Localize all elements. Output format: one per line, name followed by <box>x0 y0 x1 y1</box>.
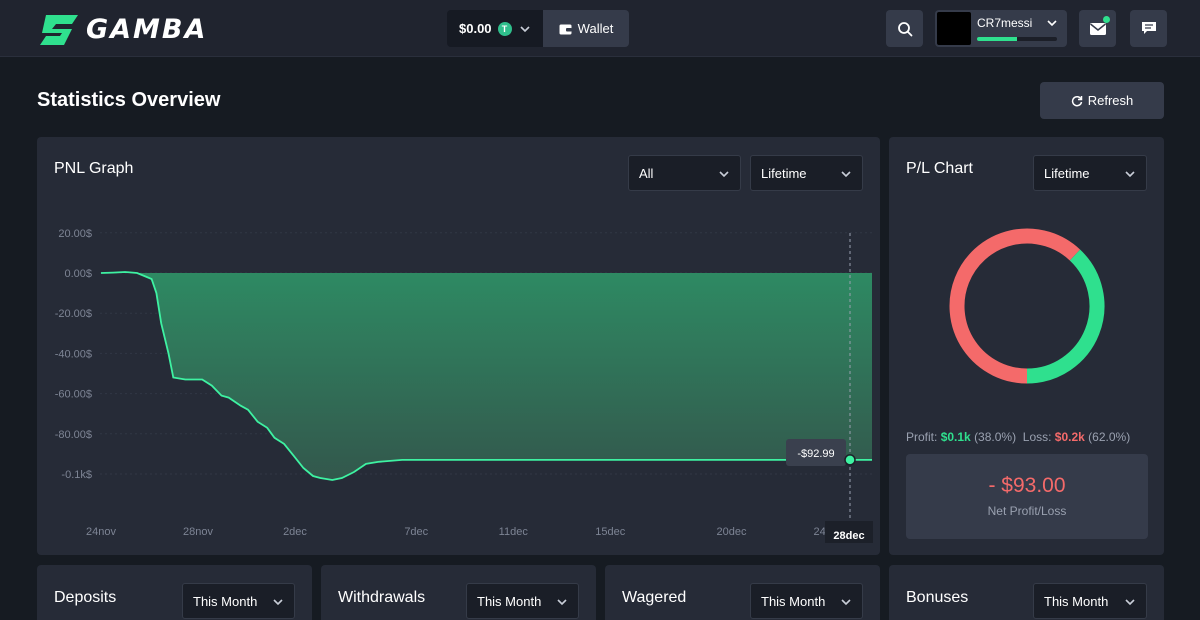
pnl-graph-title: PNL Graph <box>54 160 134 177</box>
username: CR7messi <box>977 16 1033 30</box>
search-button[interactable] <box>886 10 923 47</box>
search-icon <box>897 21 912 36</box>
chevron-down-icon <box>1125 599 1135 606</box>
wagered-range-select[interactable]: This Month <box>750 583 863 619</box>
profit-percent: (38.0%) <box>974 430 1017 444</box>
chevron-down-icon <box>719 171 729 178</box>
pl-range-select[interactable]: Lifetime <box>1033 155 1147 191</box>
pnl-range-select[interactable]: Lifetime <box>750 155 863 191</box>
profit-value: $0.1k <box>940 430 971 444</box>
chat-icon <box>1141 22 1156 34</box>
chevron-down-icon <box>273 599 283 606</box>
net-profit-loss-box: - $93.00 Net Profit/Loss <box>906 454 1148 539</box>
level-progress-fill <box>977 37 1017 41</box>
inbox-button[interactable] <box>1079 10 1116 47</box>
top-bar: GAMBA $0.00 T Wallet CR7messi <box>0 0 1200 57</box>
balance-dropdown[interactable]: $0.00 T <box>447 10 543 47</box>
net-profit-loss-value: - $93.00 <box>988 474 1066 497</box>
deposits-title: Deposits <box>54 589 117 606</box>
wagered-card: Wagered This Month <box>605 565 880 620</box>
page-title: Statistics Overview <box>37 89 221 111</box>
loss-label: Loss: <box>1022 430 1052 444</box>
refresh-label: Refresh <box>1087 93 1134 108</box>
chevron-down-icon <box>841 171 851 178</box>
tether-coin-icon: T <box>497 21 512 36</box>
wagered-range-value: This Month <box>761 593 826 609</box>
net-profit-loss-label: Net Profit/Loss <box>987 504 1067 518</box>
bonuses-card: Bonuses This Month <box>889 565 1164 620</box>
deposits-range-select[interactable]: This Month <box>182 583 295 619</box>
wallet-button[interactable]: Wallet <box>543 10 629 47</box>
wallet-label: Wallet <box>577 21 614 36</box>
withdrawals-card: Withdrawals This Month <box>321 565 596 620</box>
balance-amount: $0.00 <box>459 21 492 36</box>
profit-label: Profit: <box>906 430 938 444</box>
pnl-range-value: Lifetime <box>761 165 807 181</box>
chevron-down-icon <box>557 599 567 606</box>
withdrawals-range-select[interactable]: This Month <box>466 583 579 619</box>
level-progress-bar <box>977 37 1057 41</box>
chevron-down-icon <box>1047 20 1057 27</box>
deposits-card: Deposits This Month <box>37 565 312 620</box>
avatar <box>937 12 971 45</box>
withdrawals-range-value: This Month <box>477 593 542 609</box>
pl-chart-title: P/L Chart <box>906 160 973 177</box>
pl-range-value: Lifetime <box>1044 165 1090 181</box>
logo-text: GAMBA <box>86 13 208 45</box>
withdrawals-title: Withdrawals <box>338 589 426 606</box>
pnl-filter-value: All <box>639 165 654 181</box>
chevron-down-icon <box>841 599 851 606</box>
loss-percent: (62.0%) <box>1088 430 1131 444</box>
logo-icon <box>40 15 78 45</box>
deposits-range-value: This Month <box>193 593 258 609</box>
pl-stats: Profit: $0.1k (38.0%) Loss: $0.2k (62.0%… <box>906 430 1130 444</box>
pnl-graph-panel: PNL Graph All Lifetime <box>37 137 880 555</box>
notification-dot <box>1103 16 1110 23</box>
bonuses-title: Bonuses <box>906 589 969 606</box>
chevron-down-icon <box>1125 171 1135 178</box>
loss-value: $0.2k <box>1054 430 1085 444</box>
pnl-filter-select[interactable]: All <box>628 155 741 191</box>
bonuses-range-select[interactable]: This Month <box>1033 583 1147 619</box>
chevron-down-icon <box>519 25 530 32</box>
refresh-button[interactable]: Refresh <box>1040 82 1164 119</box>
user-menu[interactable]: CR7messi <box>935 10 1067 47</box>
wagered-title: Wagered <box>622 589 687 606</box>
mail-icon <box>1089 22 1106 35</box>
logo[interactable]: GAMBA <box>38 6 207 52</box>
chat-button[interactable] <box>1130 10 1167 47</box>
bonuses-range-value: This Month <box>1044 593 1109 609</box>
wallet-icon <box>559 24 572 34</box>
refresh-icon <box>1071 95 1082 106</box>
